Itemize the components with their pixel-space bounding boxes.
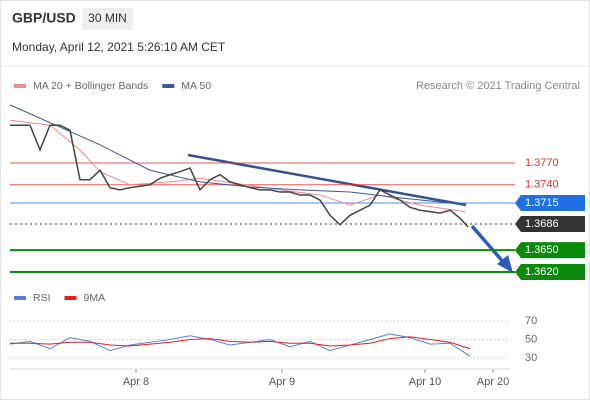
x-tick-label: Apr 10 — [409, 376, 441, 388]
line — [10, 124, 469, 228]
line — [10, 336, 471, 350]
level-box — [515, 194, 585, 211]
legend-swatch — [14, 296, 26, 300]
x-tick-label: Apr 8 — [123, 376, 149, 388]
line — [9, 104, 466, 206]
y-tick-label: 70 — [525, 315, 537, 327]
legend-label: MA 20 + Bollinger Bands — [33, 80, 148, 92]
level-label: 1.3770 — [525, 157, 559, 169]
legend-label: MA 50 — [181, 80, 211, 92]
level-label: 1.3620 — [525, 266, 559, 278]
y-tick-label: 50 — [525, 333, 537, 345]
legend-swatch — [162, 84, 175, 88]
level-box — [515, 263, 585, 280]
credit: Research © 2021 Trading Central — [416, 80, 580, 92]
timeframe-box — [82, 8, 133, 30]
timeframe: 30 MIN — [88, 11, 127, 25]
arrow-shaft — [470, 224, 507, 266]
arrow-head — [497, 255, 513, 273]
x-tick-label: Apr 20 — [477, 376, 509, 388]
level-box — [515, 216, 585, 233]
symbol: GBP/USD — [12, 10, 76, 26]
datetime: Monday, April 12, 2021 5:26:10 AM CET — [12, 40, 226, 54]
y-tick-label: 30 — [525, 352, 537, 364]
level-label: 1.3740 — [525, 179, 559, 191]
legend-label: 9MA — [84, 292, 106, 304]
level-label: 1.3686 — [525, 218, 559, 230]
legend-label: RSI — [33, 292, 51, 304]
level-label: 1.3715 — [525, 197, 559, 209]
x-tick-label: Apr 9 — [269, 376, 295, 388]
line — [9, 333, 471, 357]
level-box — [515, 242, 585, 259]
legend-swatch — [14, 84, 26, 88]
level-label: 1.3650 — [525, 244, 559, 256]
legend-swatch — [64, 296, 77, 300]
